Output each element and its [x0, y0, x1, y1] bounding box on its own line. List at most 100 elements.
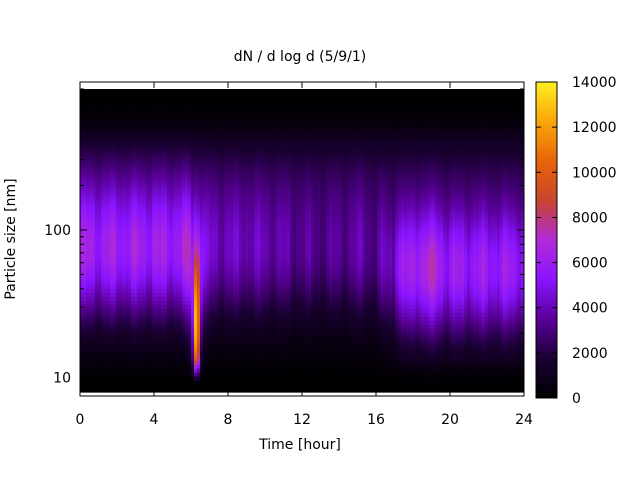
heatmap-cell	[200, 376, 204, 381]
heatmap-cell	[185, 188, 189, 194]
heatmap-cell	[251, 104, 255, 110]
heatmap-cell	[158, 116, 162, 122]
heatmap-cell	[197, 216, 201, 222]
heatmap-cell	[218, 192, 222, 198]
heatmap-cell	[182, 144, 186, 150]
heatmap-cell	[179, 112, 183, 118]
heatmap-cell	[146, 180, 150, 186]
heatmap-cell	[227, 348, 231, 353]
heatmap-cell	[230, 280, 234, 285]
heatmap-cell	[95, 284, 99, 289]
heatmap-cell	[86, 292, 90, 297]
heatmap-cell	[110, 100, 114, 106]
heatmap-cell	[209, 200, 213, 206]
heatmap-cell	[83, 260, 87, 266]
heatmap-cell	[86, 212, 90, 218]
heatmap-cell	[245, 108, 249, 114]
heatmap-cell	[95, 276, 99, 281]
heatmap-cell	[170, 172, 174, 178]
heatmap-cell	[107, 164, 111, 170]
heatmap-cell	[188, 388, 192, 393]
heatmap-cell	[110, 260, 114, 266]
heatmap-cell	[119, 224, 123, 230]
heatmap-cell	[203, 344, 207, 349]
heatmap-cell	[146, 232, 150, 238]
heatmap-cell	[128, 164, 132, 170]
heatmap-cell	[194, 376, 198, 381]
heatmap-cell	[194, 268, 198, 273]
heatmap-cell	[128, 224, 132, 230]
heatmap-cell	[158, 360, 162, 365]
heatmap-cell	[260, 168, 264, 174]
heatmap-cell	[170, 140, 174, 146]
heatmap-cell	[185, 116, 189, 122]
heatmap-cell	[155, 144, 159, 150]
heatmap-cell	[269, 352, 273, 357]
heatmap-cell	[245, 104, 249, 110]
heatmap-cell	[236, 176, 240, 182]
heatmap-cell	[170, 372, 174, 377]
heatmap-cell	[137, 284, 141, 289]
heatmap-cell	[266, 152, 270, 158]
heatmap-cell	[206, 252, 210, 258]
heatmap-cell	[272, 248, 276, 254]
heatmap-cell	[212, 180, 216, 186]
heatmap-cell	[269, 172, 273, 178]
heatmap-cell	[149, 92, 153, 98]
heatmap-cell	[233, 152, 237, 158]
heatmap-cell	[164, 224, 168, 230]
heatmap-cell	[161, 248, 165, 254]
heatmap-cell	[245, 112, 249, 118]
heatmap-cell	[260, 148, 264, 154]
heatmap-cell	[140, 208, 144, 214]
heatmap-cell	[134, 248, 138, 254]
heatmap-cell	[80, 232, 84, 238]
heatmap-cell	[107, 364, 111, 369]
heatmap-cell	[236, 304, 240, 309]
heatmap-cell	[83, 124, 87, 130]
heatmap-cell	[263, 236, 267, 242]
heatmap-cell	[161, 136, 165, 142]
heatmap-cell	[92, 156, 96, 162]
heatmap-cell	[221, 364, 225, 369]
heatmap-cell	[131, 280, 135, 285]
heatmap-cell	[200, 312, 204, 317]
heatmap-cell	[98, 248, 102, 254]
heatmap-cell	[263, 264, 267, 270]
heatmap-cell	[86, 236, 90, 242]
heatmap-cell	[218, 272, 222, 277]
heatmap-cell	[86, 232, 90, 238]
heatmap-cell	[116, 356, 120, 361]
heatmap-cell	[206, 300, 210, 305]
heatmap-cell	[167, 372, 171, 377]
heatmap-cell	[260, 192, 264, 198]
heatmap-cell	[113, 336, 117, 341]
heatmap-cell	[203, 164, 207, 170]
heatmap-cell	[125, 368, 129, 373]
heatmap-cell	[170, 320, 174, 325]
heatmap-cell	[125, 348, 129, 353]
heatmap-cell	[86, 324, 90, 329]
heatmap-cell	[152, 308, 156, 313]
heatmap-cell	[176, 332, 180, 337]
heatmap-cell	[212, 384, 216, 389]
heatmap-cell	[212, 264, 216, 270]
heatmap-cell	[167, 220, 171, 226]
heatmap-cell	[158, 200, 162, 206]
heatmap-cell	[128, 204, 132, 210]
heatmap-cell	[158, 328, 162, 333]
heatmap-cell	[104, 368, 108, 373]
heatmap-cell	[221, 284, 225, 289]
heatmap-cell	[236, 340, 240, 345]
heatmap-cell	[140, 380, 144, 385]
heatmap-cell	[212, 376, 216, 381]
heatmap-cell	[185, 304, 189, 309]
heatmap-cell	[176, 356, 180, 361]
heatmap-cell	[167, 380, 171, 385]
heatmap-cell	[173, 168, 177, 174]
heatmap-cell	[251, 168, 255, 174]
heatmap-cell	[98, 296, 102, 301]
heatmap-cell	[239, 344, 243, 349]
heatmap-cell	[257, 284, 261, 289]
heatmap-cell	[146, 164, 150, 170]
